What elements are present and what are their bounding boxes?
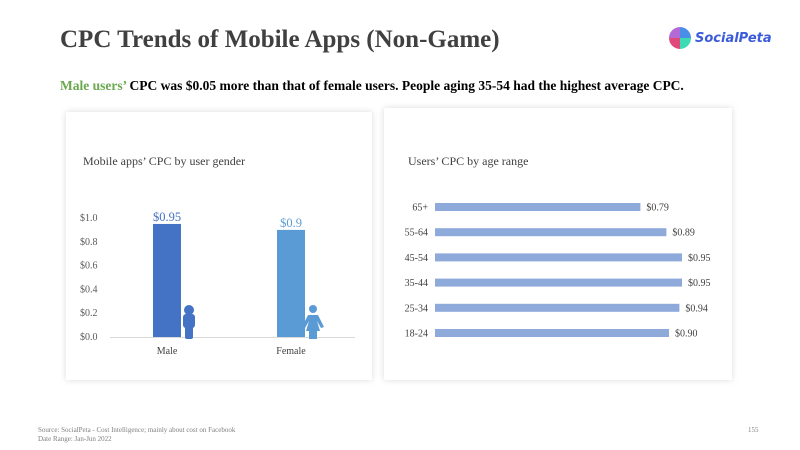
bar-45-54 xyxy=(435,253,682,262)
female-icon xyxy=(302,305,324,339)
y-tick-label: $0.8 xyxy=(80,237,98,248)
data-label: $0.94 xyxy=(685,303,708,314)
headline-highlight: Male users’ xyxy=(60,78,127,93)
y-tick-label: $0.2 xyxy=(80,308,98,319)
gender-chart-title: Mobile apps’ CPC by user gender xyxy=(83,154,246,168)
footer-date-range: Date Range: Jan-Jun 2022 xyxy=(38,435,112,443)
bar-male xyxy=(153,223,181,337)
logo-icon xyxy=(669,27,691,49)
y-tick-label: 55-64 xyxy=(405,228,428,239)
data-label: $0.9 xyxy=(280,216,302,230)
y-tick-label: 45-54 xyxy=(405,253,428,264)
bar-65+ xyxy=(435,203,641,211)
gender-chart-card xyxy=(66,112,372,380)
data-label: $0.95 xyxy=(688,253,711,264)
data-label: $0.95 xyxy=(688,278,711,289)
y-tick-label: 65+ xyxy=(412,203,428,214)
y-tick-label: 18-24 xyxy=(405,329,428,340)
headline: Male users’ CPC was $0.05 more than that… xyxy=(60,78,684,94)
y-tick-label: $0.6 xyxy=(80,261,98,272)
logo-text: SocialPeta xyxy=(695,30,772,46)
x-tick-label: Male xyxy=(157,346,178,357)
data-label: $0.89 xyxy=(672,228,695,239)
bar-25-34 xyxy=(435,303,680,312)
page-title: CPC Trends of Mobile Apps (Non-Game) xyxy=(60,26,500,53)
y-tick-label: 25-34 xyxy=(405,303,428,314)
headline-text: CPC was $0.05 more than that of female u… xyxy=(126,78,684,93)
data-label: $0.95 xyxy=(153,210,181,224)
bar-35-44 xyxy=(435,278,682,287)
y-tick-label: $1.0 xyxy=(80,213,98,224)
bar-18-24 xyxy=(435,329,669,337)
footer-source: Source: SocialPeta - Cost Intelligence; … xyxy=(38,426,236,434)
age-chart-title: Users’ CPC by age range xyxy=(408,154,529,168)
male-icon xyxy=(183,305,195,339)
page-number: 155 xyxy=(748,426,759,434)
x-tick-label: Female xyxy=(276,346,306,357)
bar-female xyxy=(277,229,305,337)
bar-55-64 xyxy=(435,228,667,237)
data-label: $0.79 xyxy=(646,203,669,214)
logo: SocialPeta xyxy=(668,26,772,50)
y-tick-label: $0.4 xyxy=(80,284,98,295)
y-tick-label: 35-44 xyxy=(405,278,428,289)
y-tick-label: $0.0 xyxy=(80,332,98,343)
data-label: $0.90 xyxy=(675,329,698,340)
